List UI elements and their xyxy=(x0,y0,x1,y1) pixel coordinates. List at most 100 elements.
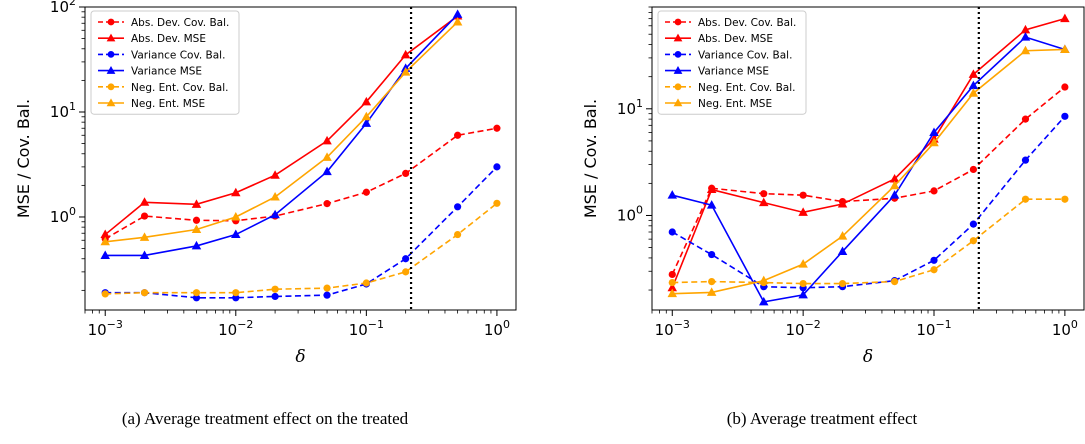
legend-label: Abs. Dev. Cov. Bal. xyxy=(698,17,796,29)
tick-exponent: −2 xyxy=(805,318,821,331)
series-line xyxy=(671,115,1066,289)
x-tick-label: 10−1 xyxy=(349,318,384,339)
data-point xyxy=(930,266,938,274)
legend-marker xyxy=(107,51,115,58)
data-point xyxy=(454,203,462,211)
y-tick-label: 101 xyxy=(50,100,76,121)
legend-marker xyxy=(674,83,682,91)
legend-label: Neg. Ent. MSE xyxy=(698,98,772,110)
data-point xyxy=(402,268,410,276)
tick-base: 10 xyxy=(218,321,237,339)
figure-caption: (b) Average treatment effect xyxy=(727,409,918,428)
data-point xyxy=(667,282,678,292)
data-point xyxy=(322,166,332,176)
data-point xyxy=(100,236,110,246)
data-point xyxy=(493,163,501,171)
legend-label: Variance MSE xyxy=(698,66,769,78)
plot-frame xyxy=(84,6,517,311)
data-point xyxy=(1020,45,1031,55)
tick-exponent: 0 xyxy=(636,203,643,216)
data-point xyxy=(1021,115,1030,123)
data-point xyxy=(361,111,372,121)
x-tick-label: 100 xyxy=(1052,318,1078,339)
data-point xyxy=(361,118,372,127)
data-point xyxy=(706,184,717,194)
tick-exponent: 0 xyxy=(503,318,510,331)
legend-label: Variance Cov. Bal. xyxy=(131,49,225,61)
data-point xyxy=(930,187,938,195)
x-tick-label: 10−2 xyxy=(785,318,820,339)
plot-frame xyxy=(651,6,1085,311)
data-point xyxy=(798,207,808,216)
legend-label: Neg. Ent. Cov. Bal. xyxy=(131,82,228,94)
data-point xyxy=(968,69,979,78)
data-point xyxy=(139,250,150,259)
data-point xyxy=(1061,195,1069,203)
legend xyxy=(90,10,240,115)
data-point xyxy=(929,137,939,147)
legend-marker xyxy=(106,66,116,74)
x-tick-label: 10−3 xyxy=(88,318,123,339)
data-point xyxy=(837,199,848,208)
x-tick-label: 10−2 xyxy=(218,318,253,339)
data-point xyxy=(758,275,769,285)
legend-label: Variance MSE xyxy=(131,66,202,78)
data-point xyxy=(232,289,240,297)
data-point xyxy=(191,224,202,233)
data-point xyxy=(799,191,807,199)
data-point xyxy=(192,216,201,224)
data-point xyxy=(1020,32,1031,41)
data-point xyxy=(323,200,331,208)
data-point xyxy=(400,49,411,59)
tick-base: 10 xyxy=(88,321,107,339)
data-point xyxy=(837,246,848,255)
tick-exponent: 1 xyxy=(636,97,643,110)
data-point xyxy=(889,173,900,183)
y-tick-label: 101 xyxy=(617,97,643,118)
legend-label: Abs. Dev. MSE xyxy=(698,33,773,45)
data-point xyxy=(323,284,331,292)
data-point xyxy=(1021,156,1030,164)
tick-exponent: 0 xyxy=(69,205,76,218)
data-point xyxy=(889,190,900,199)
legend-marker xyxy=(673,33,683,42)
data-point xyxy=(708,277,716,286)
data-point xyxy=(140,289,149,297)
legend-marker xyxy=(106,33,116,42)
data-point xyxy=(889,180,900,190)
legend-label: Abs. Dev. Cov. Bal. xyxy=(131,17,229,29)
legend-label: Neg. Ent. Cov. Bal. xyxy=(698,82,795,94)
tick-exponent: −2 xyxy=(237,318,253,331)
data-point xyxy=(758,296,769,306)
data-point xyxy=(798,289,808,299)
tick-base: 10 xyxy=(484,321,503,339)
x-axis-label: δ xyxy=(863,347,873,367)
data-point xyxy=(139,197,150,206)
tick-base: 10 xyxy=(617,100,636,118)
legend-label: Neg. Ent. MSE xyxy=(131,98,205,110)
data-point xyxy=(231,229,241,239)
data-point xyxy=(1061,83,1069,91)
y-tick-label: 100 xyxy=(617,203,643,224)
legend-label: Abs. Dev. MSE xyxy=(131,33,206,45)
legend-marker xyxy=(673,66,683,74)
series-line xyxy=(104,127,498,240)
figure-caption: (a) Average treatment effect on the trea… xyxy=(122,409,409,428)
data-point xyxy=(798,259,808,268)
x-axis-label: δ xyxy=(295,347,305,367)
data-point xyxy=(838,279,847,288)
series-line xyxy=(671,17,1066,289)
data-point xyxy=(1060,44,1070,53)
data-point xyxy=(323,291,331,299)
series-line xyxy=(105,166,498,299)
legend-marker xyxy=(673,98,683,107)
tick-exponent: −1 xyxy=(935,318,951,331)
legend-marker xyxy=(674,18,682,26)
legend-label: Variance Cov. Bal. xyxy=(698,49,792,61)
series-line xyxy=(105,202,498,295)
data-point xyxy=(139,232,150,241)
data-point xyxy=(231,211,241,221)
data-point xyxy=(1060,13,1070,23)
data-point xyxy=(400,67,411,76)
x-tick-label: 10−3 xyxy=(655,318,690,339)
